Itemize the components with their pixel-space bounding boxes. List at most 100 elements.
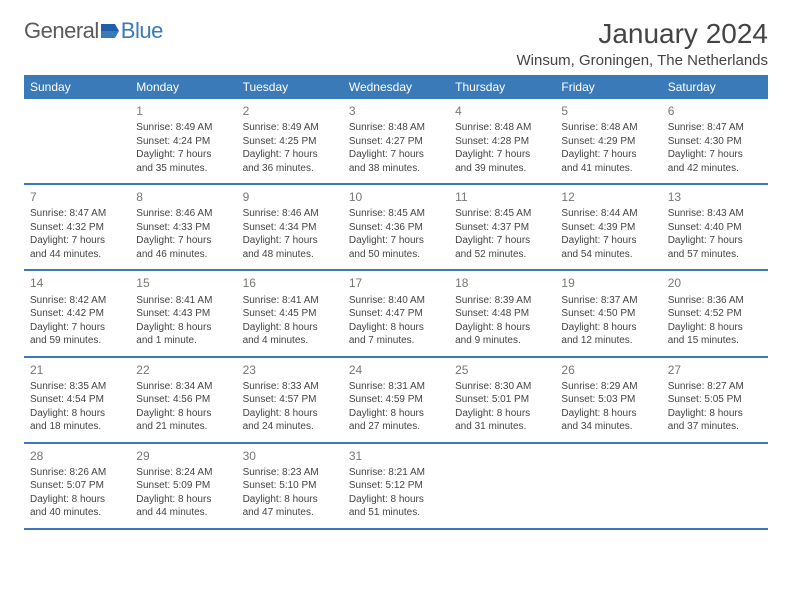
sunset-text: Sunset: 4:25 PM	[243, 135, 337, 149]
sunrise-text: Sunrise: 8:49 AM	[243, 121, 337, 135]
sunrise-text: Sunrise: 8:48 AM	[455, 121, 549, 135]
sunset-text: Sunset: 4:48 PM	[455, 307, 549, 321]
daylight-text: Daylight: 7 hours and 59 minutes.	[30, 321, 124, 348]
day-header-wednesday: Wednesday	[343, 75, 449, 99]
sunset-text: Sunset: 4:52 PM	[668, 307, 762, 321]
daylight-text: Daylight: 7 hours and 54 minutes.	[561, 234, 655, 261]
sunrise-text: Sunrise: 8:36 AM	[668, 294, 762, 308]
calendar-day-cell: 9 Sunrise: 8:46 AMSunset: 4:34 PMDaylight…	[237, 185, 343, 269]
sunrise-text: Sunrise: 8:45 AM	[455, 207, 549, 221]
sunrise-text: Sunrise: 8:37 AM	[561, 294, 655, 308]
daylight-text: Daylight: 8 hours and 51 minutes.	[349, 493, 443, 520]
daylight-text: Daylight: 8 hours and 27 minutes.	[349, 407, 443, 434]
sunset-text: Sunset: 4:28 PM	[455, 135, 549, 149]
daylight-text: Daylight: 8 hours and 21 minutes.	[136, 407, 230, 434]
day-number: 18	[455, 275, 549, 291]
day-header-tuesday: Tuesday	[237, 75, 343, 99]
calendar: Sunday Monday Tuesday Wednesday Thursday…	[24, 75, 768, 530]
calendar-day-cell: 11Sunrise: 8:45 AMSunset: 4:37 PMDayligh…	[449, 185, 555, 269]
calendar-day-cell: 6Sunrise: 8:47 AMSunset: 4:30 PMDaylight…	[662, 99, 768, 183]
day-number: 17	[349, 275, 443, 291]
day-number: 20	[668, 275, 762, 291]
sunset-text: Sunset: 4:50 PM	[561, 307, 655, 321]
daylight-text: Daylight: 8 hours and 15 minutes.	[668, 321, 762, 348]
sunrise-text: Sunrise: 8:46 AM	[136, 207, 230, 221]
sunset-text: Sunset: 5:12 PM	[349, 479, 443, 493]
daylight-text: Daylight: 7 hours and 48 minutes.	[243, 234, 337, 261]
day-number: 1	[136, 103, 230, 119]
day-number: 25	[455, 362, 549, 378]
sunset-text: Sunset: 4:36 PM	[349, 221, 443, 235]
sunrise-text: Sunrise: 8:33 AM	[243, 380, 337, 394]
sunset-text: Sunset: 4:43 PM	[136, 307, 230, 321]
calendar-day-cell: 13Sunrise: 8:43 AMSunset: 4:40 PMDayligh…	[662, 185, 768, 269]
sunrise-text: Sunrise: 8:26 AM	[30, 466, 124, 480]
calendar-day-cell: 8Sunrise: 8:46 AMSunset: 4:33 PMDaylight…	[130, 185, 236, 269]
daylight-text: Daylight: 7 hours and 42 minutes.	[668, 148, 762, 175]
location-text: Winsum, Groningen, The Netherlands	[516, 52, 768, 69]
sunset-text: Sunset: 4:54 PM	[30, 393, 124, 407]
day-number: 29	[136, 448, 230, 464]
calendar-day-cell	[662, 444, 768, 528]
calendar-day-cell: 3Sunrise: 8:48 AMSunset: 4:27 PMDaylight…	[343, 99, 449, 183]
sunrise-text: Sunrise: 8:39 AM	[455, 294, 549, 308]
day-number: 24	[349, 362, 443, 378]
sunrise-text: Sunrise: 8:46 AM	[243, 207, 337, 221]
sunset-text: Sunset: 5:01 PM	[455, 393, 549, 407]
sunset-text: Sunset: 4:39 PM	[561, 221, 655, 235]
calendar-day-cell: 30Sunrise: 8:23 AMSunset: 5:10 PMDayligh…	[237, 444, 343, 528]
title-block: January 2024 Winsum, Groningen, The Neth…	[516, 18, 768, 69]
calendar-day-cell: 4 Sunrise: 8:48 AMSunset: 4:28 PMDaylight…	[449, 99, 555, 183]
calendar-day-cell	[449, 444, 555, 528]
sunrise-text: Sunrise: 8:49 AM	[136, 121, 230, 135]
daylight-text: Daylight: 8 hours and 47 minutes.	[243, 493, 337, 520]
day-number: 5	[561, 103, 655, 119]
daylight-text: Daylight: 8 hours and 40 minutes.	[30, 493, 124, 520]
calendar-day-cell: 26Sunrise: 8:29 AMSunset: 5:03 PMDayligh…	[555, 358, 661, 442]
sunrise-text: Sunrise: 8:40 AM	[349, 294, 443, 308]
calendar-day-cell: 5Sunrise: 8:48 AMSunset: 4:29 PMDaylight…	[555, 99, 661, 183]
day-number: 15	[136, 275, 230, 291]
calendar-day-cell: 20 Sunrise: 8:36 AMSunset: 4:52 PMDayligh…	[662, 271, 768, 355]
calendar-day-cell: 25Sunrise: 8:30 AMSunset: 5:01 PMDayligh…	[449, 358, 555, 442]
day-number: 22	[136, 362, 230, 378]
day-header-friday: Friday	[555, 75, 661, 99]
daylight-text: Daylight: 8 hours and 9 minutes.	[455, 321, 549, 348]
sunset-text: Sunset: 4:32 PM	[30, 221, 124, 235]
sunset-text: Sunset: 4:29 PM	[561, 135, 655, 149]
calendar-day-cell: 15Sunrise: 8:41 AMSunset: 4:43 PMDayligh…	[130, 271, 236, 355]
sunrise-text: Sunrise: 8:43 AM	[668, 207, 762, 221]
sunset-text: Sunset: 4:30 PM	[668, 135, 762, 149]
sunset-text: Sunset: 4:34 PM	[243, 221, 337, 235]
day-header-sunday: Sunday	[24, 75, 130, 99]
sunrise-text: Sunrise: 8:47 AM	[668, 121, 762, 135]
daylight-text: Daylight: 7 hours and 46 minutes.	[136, 234, 230, 261]
sunset-text: Sunset: 4:45 PM	[243, 307, 337, 321]
sunrise-text: Sunrise: 8:47 AM	[30, 207, 124, 221]
day-number: 4	[455, 103, 549, 119]
calendar-day-cell: 23Sunrise: 8:33 AMSunset: 4:57 PMDayligh…	[237, 358, 343, 442]
daylight-text: Daylight: 8 hours and 31 minutes.	[455, 407, 549, 434]
daylight-text: Daylight: 7 hours and 39 minutes.	[455, 148, 549, 175]
sunrise-text: Sunrise: 8:21 AM	[349, 466, 443, 480]
day-number: 10	[349, 189, 443, 205]
sunrise-text: Sunrise: 8:45 AM	[349, 207, 443, 221]
sunrise-text: Sunrise: 8:44 AM	[561, 207, 655, 221]
calendar-week-row: 7Sunrise: 8:47 AMSunset: 4:32 PMDaylight…	[24, 185, 768, 271]
daylight-text: Daylight: 8 hours and 12 minutes.	[561, 321, 655, 348]
day-number: 9	[243, 189, 337, 205]
daylight-text: Daylight: 8 hours and 4 minutes.	[243, 321, 337, 348]
daylight-text: Daylight: 8 hours and 24 minutes.	[243, 407, 337, 434]
logo-text-general: General	[24, 18, 99, 44]
sunset-text: Sunset: 5:07 PM	[30, 479, 124, 493]
day-number: 26	[561, 362, 655, 378]
calendar-header-row: Sunday Monday Tuesday Wednesday Thursday…	[24, 75, 768, 99]
day-header-saturday: Saturday	[662, 75, 768, 99]
calendar-week-row: 21Sunrise: 8:35 AMSunset: 4:54 PMDayligh…	[24, 358, 768, 444]
calendar-day-cell: 29Sunrise: 8:24 AMSunset: 5:09 PMDayligh…	[130, 444, 236, 528]
sunset-text: Sunset: 4:40 PM	[668, 221, 762, 235]
calendar-body: 1Sunrise: 8:49 AMSunset: 4:24 PMDaylight…	[24, 99, 768, 530]
daylight-text: Daylight: 7 hours and 44 minutes.	[30, 234, 124, 261]
daylight-text: Daylight: 8 hours and 44 minutes.	[136, 493, 230, 520]
day-number: 8	[136, 189, 230, 205]
